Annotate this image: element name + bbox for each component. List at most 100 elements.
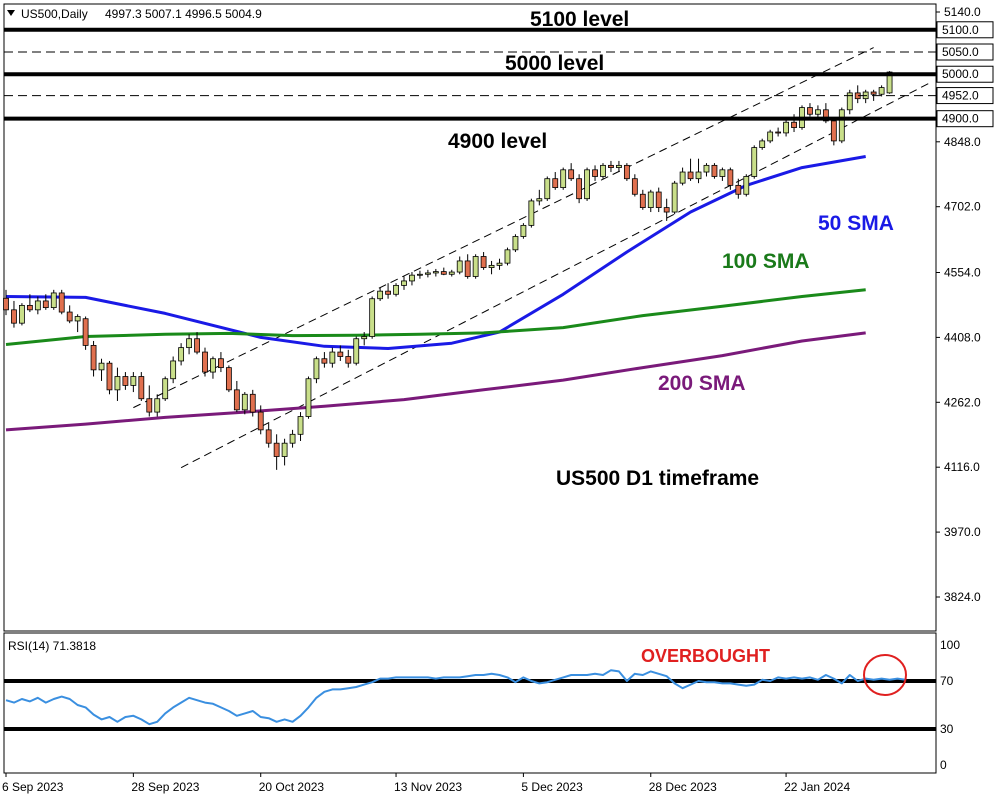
candle-body: [130, 376, 137, 386]
candle-body: [838, 109, 845, 142]
candle: [289, 429, 296, 448]
horizontal-levels[interactable]: 5100.0 5050.0 5000.0 4952.0 4900.0: [4, 21, 994, 128]
candle: [552, 172, 559, 190]
candle-body: [735, 184, 742, 195]
candle: [170, 356, 177, 384]
label-timeframe: US500 D1 timeframe: [556, 467, 759, 490]
candle: [393, 283, 399, 297]
price-tick-label: 5140.0: [944, 5, 981, 19]
candle: [631, 174, 638, 197]
candle-body: [241, 393, 248, 411]
candle: [878, 85, 885, 97]
candle: [846, 89, 853, 115]
sma-line: [5, 288, 866, 346]
candle-body: [480, 256, 487, 269]
candle-body: [544, 178, 551, 200]
candle-body: [82, 318, 89, 346]
time-tick-label: 5 Dec 2023: [521, 780, 583, 794]
candle: [480, 252, 487, 270]
candle: [687, 158, 694, 181]
candle: [162, 376, 169, 401]
candle: [210, 356, 216, 379]
triangle-down-icon[interactable]: [7, 10, 15, 16]
label-5000-level: 5000 level: [505, 52, 604, 75]
time-tick-label: 20 Oct 2023: [259, 780, 325, 794]
candle: [257, 405, 264, 435]
candle: [815, 105, 821, 119]
candle-body: [162, 378, 169, 400]
candle-body: [289, 433, 296, 444]
candle-body: [26, 304, 33, 311]
candle-body: [592, 169, 598, 177]
candle-body: [886, 71, 893, 94]
candle: [345, 349, 352, 368]
candle: [440, 267, 447, 276]
candle-body: [297, 416, 304, 435]
candle-body: [281, 442, 288, 457]
candle-body: [90, 344, 97, 371]
candle: [592, 165, 598, 181]
candle-body: [186, 338, 192, 349]
candle-body: [488, 264, 495, 269]
candle-body: [639, 193, 646, 208]
candle-body: [249, 393, 256, 413]
candle: [464, 254, 471, 279]
main-panel-frame: [3, 3, 937, 632]
candle-body: [631, 178, 638, 195]
rsi-tick-label: 0: [940, 758, 947, 772]
candle: [361, 332, 368, 346]
candle-body: [138, 376, 145, 400]
time-tick-label: 13 Nov 2023: [394, 780, 462, 794]
rsi-line: [5, 669, 906, 726]
candle: [138, 372, 145, 401]
candle: [472, 254, 479, 279]
candle-body: [870, 91, 877, 95]
candle-body: [417, 273, 423, 276]
candle: [504, 247, 511, 266]
candle: [154, 394, 161, 417]
candle-body: [472, 256, 479, 277]
candle-body: [393, 284, 399, 295]
candle-body: [154, 398, 161, 413]
candle: [329, 347, 336, 368]
candle-body: [361, 336, 368, 340]
price-tick-label: 4116.0: [944, 460, 980, 474]
candle-body: [822, 109, 829, 122]
candle: [409, 272, 415, 286]
price-tick-label: 4262.0: [944, 395, 981, 409]
candle-body: [432, 271, 439, 274]
candle-body: [257, 411, 264, 431]
candle: [608, 160, 614, 173]
candle: [98, 358, 105, 381]
candle-body: [440, 271, 447, 275]
candle-body: [807, 107, 813, 115]
ohlc-values: 4997.3 5007.1 4996.5 5004.9: [105, 7, 262, 21]
candle-body: [703, 164, 710, 173]
candle: [655, 187, 662, 213]
symbol-label: US500,Daily: [21, 7, 88, 21]
candle-body: [225, 367, 232, 391]
candle: [807, 103, 813, 117]
candle-body: [623, 164, 630, 180]
label-50-sma: 50 SMA: [818, 212, 894, 235]
candle-body: [751, 147, 758, 177]
candle-body: [11, 309, 17, 324]
candle-body: [878, 87, 885, 95]
label-5100-level: 5100 level: [530, 8, 629, 31]
price-tick-label: 4554.0: [944, 265, 981, 279]
candle-body: [679, 171, 686, 184]
candle: [703, 163, 710, 177]
channel-lower-line: [180, 82, 930, 469]
time-tick-label: 28 Sep 2023: [131, 780, 199, 794]
candle-body: [305, 378, 312, 417]
candle-body: [409, 274, 415, 282]
rsi-tick-label: 70: [940, 674, 954, 688]
candle-body: [424, 272, 431, 275]
candle: [735, 178, 742, 199]
candle: [496, 258, 503, 270]
candle: [584, 167, 590, 201]
channel-upper-line: [133, 47, 874, 409]
price-tick-label: 4848.0: [944, 135, 981, 149]
candle: [536, 189, 543, 206]
